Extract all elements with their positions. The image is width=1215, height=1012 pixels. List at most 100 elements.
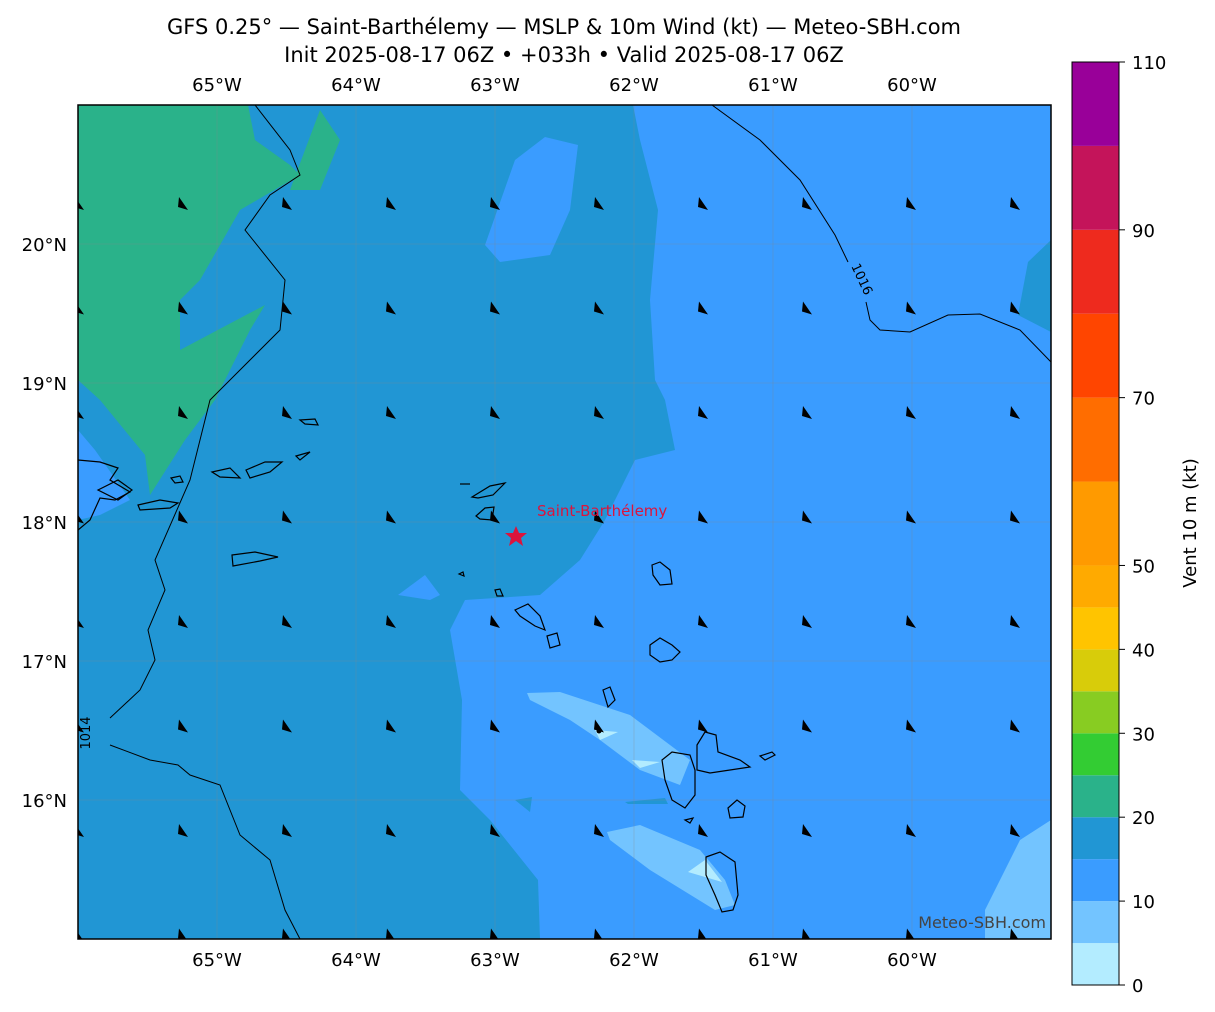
colorbar-tick-label: 40 (1132, 640, 1155, 661)
wind-arrow (78, 410, 84, 419)
lon-label-bottom: 60°W (887, 950, 937, 971)
isobar (109, 105, 301, 719)
wind-arrow (490, 406, 500, 419)
wind-arrow (594, 824, 604, 837)
isobar-label: 1014 (79, 716, 94, 749)
wind-arrow (178, 406, 188, 419)
wind-arrow (594, 510, 604, 524)
coastline (210, 467, 242, 479)
plot-area: 1016 1014 (78, 105, 1051, 939)
wind-arrow (386, 406, 396, 419)
wind-arrow (698, 615, 708, 628)
colorbar-tick-label: 110 (1132, 53, 1166, 74)
wind-arrow (698, 824, 708, 837)
colorbar-segment (1072, 649, 1119, 692)
colorbar-tick-label: 70 (1132, 389, 1155, 410)
coastlines (78, 418, 777, 913)
lat-label: 16°N (22, 791, 67, 812)
coastline (231, 551, 279, 567)
colorbar-segment (1072, 691, 1119, 734)
wind-arrow (802, 928, 811, 939)
wind-arrow (698, 719, 708, 733)
lat-label: 17°N (22, 652, 67, 673)
wind-arrow (906, 301, 916, 315)
wind-arrow (490, 928, 499, 939)
coastline (602, 686, 616, 709)
lon-label-bottom: 62°W (609, 950, 659, 971)
colorbar-segment (1072, 313, 1119, 398)
wind-arrow (490, 615, 500, 628)
wind-arrow (1010, 406, 1020, 419)
wind-arrow (594, 406, 604, 419)
colorbar-segment (1072, 62, 1119, 146)
isobar (865, 301, 1051, 363)
wind-arrow (698, 197, 708, 210)
lon-label-top: 63°W (470, 75, 520, 96)
wind-arrow (178, 719, 188, 733)
wind-arrow (78, 619, 84, 628)
wind-arrow (802, 719, 812, 733)
colorbar-segment (1072, 397, 1119, 482)
wind-arrow (386, 615, 396, 628)
wind-arrow (802, 824, 812, 837)
wind-arrow (594, 301, 604, 315)
lat-label: 18°N (22, 513, 67, 534)
wind-fill-10-15 (398, 575, 440, 600)
coastline (696, 731, 752, 774)
wind-arrow (594, 928, 603, 939)
coastline (298, 418, 320, 426)
coastline (137, 499, 180, 511)
wind-arrow (1010, 719, 1020, 733)
lon-label-top: 61°W (748, 75, 798, 96)
colorbar-segment (1072, 859, 1119, 902)
coastline (457, 571, 465, 577)
lon-label-top: 62°W (609, 75, 659, 96)
wind-fill-10-15 (485, 137, 578, 262)
isobar (109, 744, 301, 939)
wind-arrow (1010, 301, 1020, 315)
wind-arrow (906, 197, 916, 210)
colorbar-tick-label: 10 (1132, 892, 1155, 913)
wind-arrow (906, 928, 915, 939)
plot-frame (77, 104, 1052, 940)
colorbar-segment (1072, 943, 1119, 985)
wind-arrow (78, 828, 84, 837)
wind-arrow (78, 305, 84, 315)
wind-arrow (698, 510, 708, 524)
wind-fill-5-10 (607, 825, 735, 910)
subtitle: Init 2025-08-17 06Z • +033h • Valid 2025… (284, 43, 844, 67)
wind-arrow (178, 615, 188, 628)
wind-arrow (490, 197, 500, 210)
wind-arrow (178, 510, 188, 524)
wind-arrow (906, 824, 916, 837)
wind-arrow (282, 928, 291, 939)
colorbar-tick-label: 0 (1132, 976, 1143, 997)
wind-arrow (594, 197, 604, 210)
isobar (711, 105, 849, 263)
wind-arrow (1010, 824, 1020, 837)
wind-arrow (282, 406, 292, 419)
wind-arrow (698, 301, 708, 315)
wind-arrow (178, 928, 187, 939)
colorbar-segment (1072, 817, 1119, 860)
coastline (758, 751, 777, 761)
station-label: Saint-Barthélemy (537, 502, 667, 520)
wind-arrow (178, 301, 188, 315)
coastline (705, 851, 739, 913)
wind-arrow (386, 824, 396, 837)
lon-label-bottom: 61°W (748, 950, 798, 971)
wind-arrow (490, 301, 500, 315)
wind-arrow (78, 723, 84, 733)
wind-arrow (78, 201, 84, 210)
colorbar-segment (1072, 565, 1119, 608)
graticule (78, 105, 1051, 939)
colorbar-tick-label: 90 (1132, 221, 1155, 242)
coastline (546, 632, 561, 649)
coastline (294, 451, 311, 461)
wind-arrow (282, 719, 292, 733)
wind-arrow (802, 301, 812, 315)
wind-arrow (906, 615, 916, 628)
wind-arrow (802, 615, 812, 628)
lon-label-top: 65°W (192, 75, 242, 96)
